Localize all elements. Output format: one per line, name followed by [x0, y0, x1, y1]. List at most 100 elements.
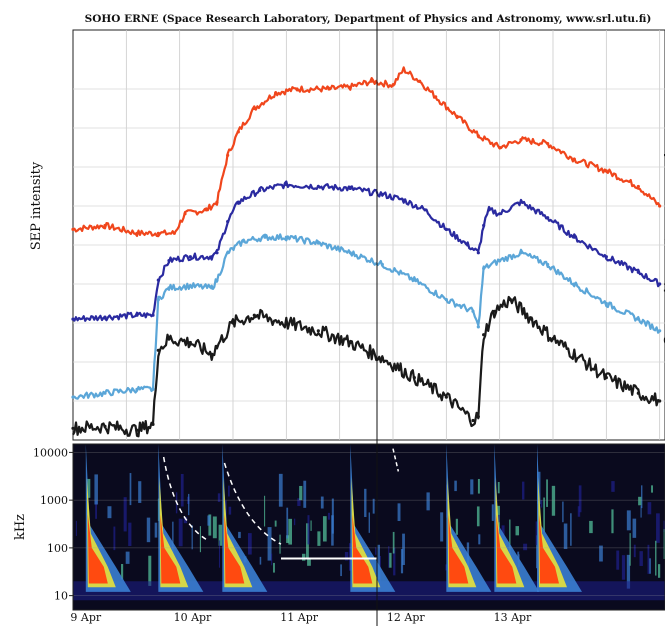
- spectrogram-noise: [183, 517, 188, 524]
- spectrogram-noise: [146, 517, 151, 543]
- burst-track: [162, 456, 207, 541]
- data-point: [188, 255, 192, 259]
- data-point: [103, 391, 107, 395]
- spectrogram-noise: [340, 564, 342, 577]
- data-point: [236, 130, 240, 134]
- data-point: [156, 231, 160, 235]
- data-point: [530, 317, 534, 321]
- spectrogram-noise: [611, 509, 614, 534]
- spectrogram-noise: [75, 520, 77, 536]
- spectrogram-noise: [388, 552, 392, 568]
- spectrogram-noise: [207, 515, 211, 526]
- spectrogram-noise: [125, 551, 130, 564]
- data-point: [188, 284, 192, 288]
- spectrogram-noise: [148, 555, 152, 586]
- data-point: [284, 235, 288, 239]
- spectrogram-noise: [317, 531, 321, 546]
- data-point: [151, 422, 155, 426]
- spectrogram-noise: [180, 473, 184, 507]
- spectrogram-noise: [299, 485, 303, 501]
- data-point: [258, 188, 262, 192]
- radio-spectrogram-panel: 10000 1000 100 10 kHz 9 Apr 10 Apr 11 Apr 12 A…: [13, 443, 665, 624]
- data-point: [156, 298, 160, 302]
- spectrogram-noise: [307, 558, 311, 566]
- spectrogram-noise: [286, 535, 290, 543]
- data-point: [498, 259, 502, 263]
- data-point: [135, 387, 139, 391]
- sep-series-group: [71, 66, 662, 438]
- series-labels: 7–14 MeV 19–35 MeV 35–67 MeV 60–120 MeV: [663, 152, 665, 347]
- spectrogram-noise: [302, 553, 306, 561]
- plot-title: SOHO ERNE (Space Research Laboratory, De…: [85, 13, 652, 25]
- data-point: [471, 418, 475, 423]
- data-point: [210, 255, 214, 259]
- radio-burst: [222, 444, 268, 592]
- spectrogram-noise: [621, 555, 626, 580]
- data-point: [487, 208, 491, 212]
- data-point: [348, 85, 352, 89]
- x-tick-label: 9 Apr: [70, 611, 101, 624]
- spectrogram-noise: [546, 479, 548, 507]
- spectrogram-noise: [639, 551, 643, 566]
- x-tick-label: 11 Apr: [280, 611, 318, 624]
- data-point: [210, 286, 214, 290]
- spectrogram-noise: [491, 504, 494, 521]
- spectrogram-noise: [535, 521, 538, 546]
- spectrogram-noise: [497, 482, 500, 494]
- y-tick-label: 10: [54, 590, 68, 603]
- data-point: [492, 309, 496, 313]
- spectrogram-noise: [217, 493, 221, 502]
- spectrogram: [73, 444, 665, 610]
- spectrogram-noise: [663, 529, 665, 559]
- data-point: [71, 426, 75, 430]
- series-line-1: [72, 180, 661, 322]
- data-point: [482, 266, 486, 270]
- data-point: [215, 344, 219, 348]
- data-point: [412, 376, 416, 380]
- data-point: [348, 251, 352, 255]
- data-point: [226, 153, 230, 157]
- spectrogram-noise: [640, 505, 642, 518]
- spectrogram-noise: [307, 515, 310, 545]
- spectrogram-noise: [274, 520, 277, 527]
- data-point: [519, 200, 523, 204]
- data-point: [476, 415, 480, 419]
- data-point: [71, 227, 75, 231]
- y-tick-label: 10000: [33, 446, 68, 459]
- data-point: [498, 212, 502, 216]
- spectrogram-noise: [632, 518, 637, 538]
- spectrogram-noise: [616, 550, 620, 570]
- spectrogram-noise: [638, 496, 642, 506]
- spectrogram-noise: [509, 519, 511, 555]
- data-point: [316, 241, 320, 245]
- data-point: [316, 329, 320, 333]
- data-point: [236, 200, 240, 204]
- spectrogram-noise: [663, 520, 665, 533]
- data-point: [380, 262, 384, 267]
- series-label-3: 60–120 MeV: [663, 334, 665, 348]
- data-point: [546, 262, 550, 267]
- upper-plot-frame: [72, 29, 665, 441]
- data-point: [156, 348, 160, 352]
- frequency-tick-labels: 10000 1000 100 10: [33, 446, 74, 603]
- data-point: [402, 67, 406, 72]
- spectrogram-noise: [540, 500, 543, 508]
- data-point: [380, 192, 384, 196]
- data-point: [167, 259, 171, 263]
- data-point: [658, 329, 662, 333]
- spectrogram-noise: [641, 485, 643, 509]
- spectrogram-noise: [188, 493, 190, 516]
- data-point: [226, 251, 230, 255]
- spectrogram-noise: [247, 533, 252, 555]
- spectrogram-noise: [259, 556, 262, 565]
- spectrogram-noise: [633, 544, 636, 558]
- data-point: [252, 313, 256, 317]
- spectrogram-noise: [218, 540, 221, 568]
- data-point: [156, 278, 160, 282]
- data-point: [215, 278, 219, 282]
- y-tick-label: 100: [47, 542, 68, 555]
- radio-burst: [350, 444, 396, 592]
- spectrogram-noise: [271, 553, 273, 566]
- spectrogram-noise: [94, 474, 98, 505]
- spectrogram-noise: [331, 515, 334, 546]
